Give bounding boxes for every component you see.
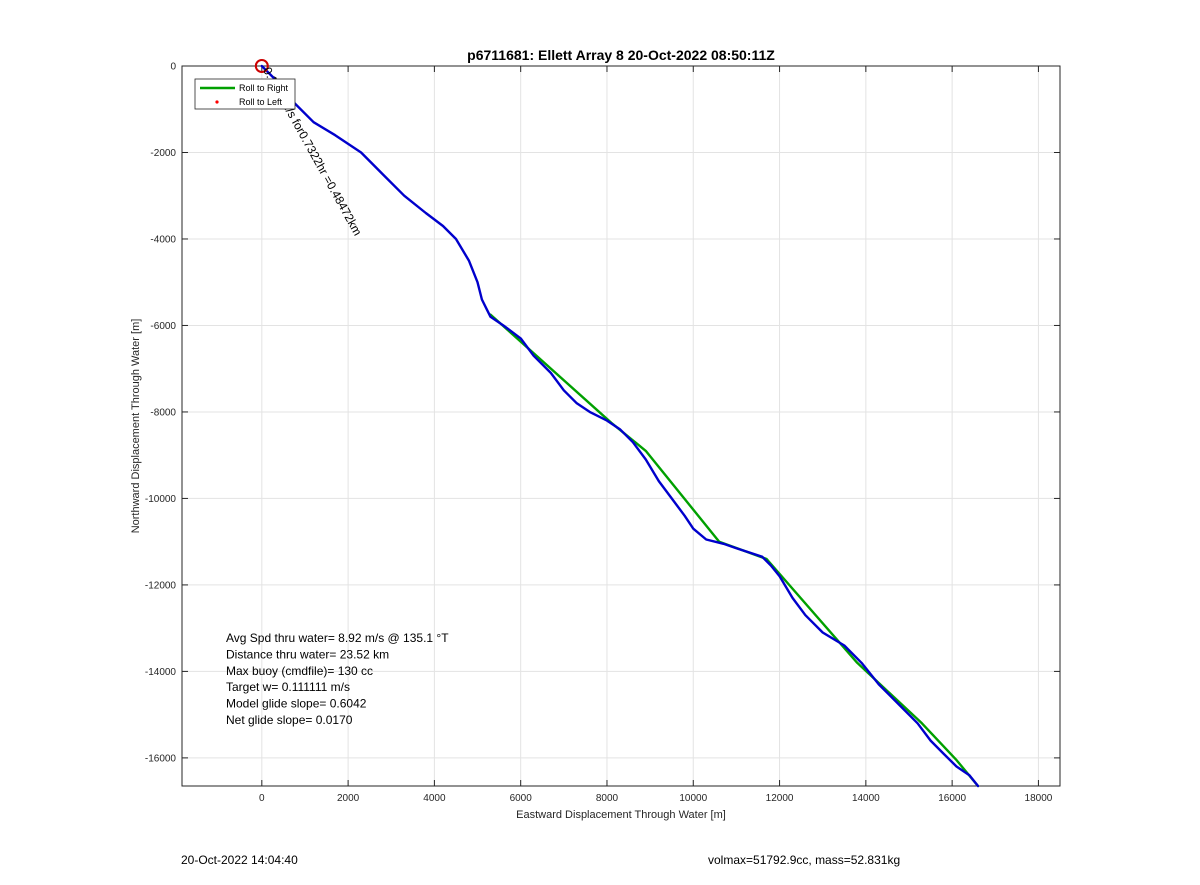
legend-entry-label: Roll to Left <box>239 97 283 107</box>
x-tick-label: 18000 <box>1025 793 1053 804</box>
stats-line: Net glide slope= 0.0170 <box>226 713 353 727</box>
y-tick-label: -10000 <box>145 494 177 505</box>
start-marker <box>254 59 269 73</box>
tick-labels: 0 2000 4000 6000 8000 10000 12000 14000 16000 180… <box>145 62 1060 804</box>
y-axis-label: Northward Displacement Through Water [m] <box>130 319 142 534</box>
series <box>260 64 980 788</box>
legend: Roll to Right Roll to Left <box>194 78 296 110</box>
stats-line: Avg Spd thru water= 8.92 m/s @ 135.1 °T <box>226 631 449 645</box>
x-tick-label: 2000 <box>337 793 360 804</box>
y-tick-label: 0 <box>170 62 176 73</box>
y-tick-label: -14000 <box>145 667 177 678</box>
plot-frame <box>181 65 1061 787</box>
legend-box <box>194 78 296 110</box>
stats-line: Distance thru water= 23.52 km <box>226 647 389 661</box>
x-axis-label: Eastward Displacement Through Water [m] <box>516 809 726 821</box>
legend-swatch-dot <box>215 100 219 104</box>
x-tick-label: 8000 <box>596 793 619 804</box>
footer-volmax-mass: volmax=51792.9cc, mass=52.831kg <box>708 853 901 867</box>
stats-line: Max buoy (cmdfile)= 130 cc <box>226 664 373 678</box>
y-tick-label: -4000 <box>150 234 176 245</box>
series-line-blue <box>260 64 980 788</box>
stats-line: Model glide slope= 0.6042 <box>226 697 367 711</box>
x-tick-label: 16000 <box>938 793 966 804</box>
series-line-green <box>489 313 980 788</box>
x-tick-label: 14000 <box>852 793 880 804</box>
y-tick-label: -16000 <box>145 753 177 764</box>
footer-timestamp: 20-Oct-2022 14:04:40 <box>181 853 298 867</box>
chart-title: p6711681: Ellett Array 8 20-Oct-2022 08:… <box>467 47 775 63</box>
x-tick-label: 12000 <box>766 793 794 804</box>
y-tick-label: -2000 <box>150 148 176 159</box>
x-tick-label: 4000 <box>423 793 446 804</box>
y-tick-label: -12000 <box>145 580 177 591</box>
grid <box>182 65 1060 786</box>
stats-line: Target w= 0.111111 m/s <box>226 680 350 694</box>
x-tick-label: 0 <box>259 793 265 804</box>
y-tick-label: -6000 <box>150 321 176 332</box>
y-tick-label: -8000 <box>150 407 176 418</box>
legend-entry-label: Roll to Right <box>239 83 289 93</box>
x-tick-label: 10000 <box>679 793 707 804</box>
x-tick-label: 6000 <box>510 793 533 804</box>
stats-annotation: Avg Spd thru water= 8.92 m/s @ 135.1 °T D… <box>226 631 449 727</box>
